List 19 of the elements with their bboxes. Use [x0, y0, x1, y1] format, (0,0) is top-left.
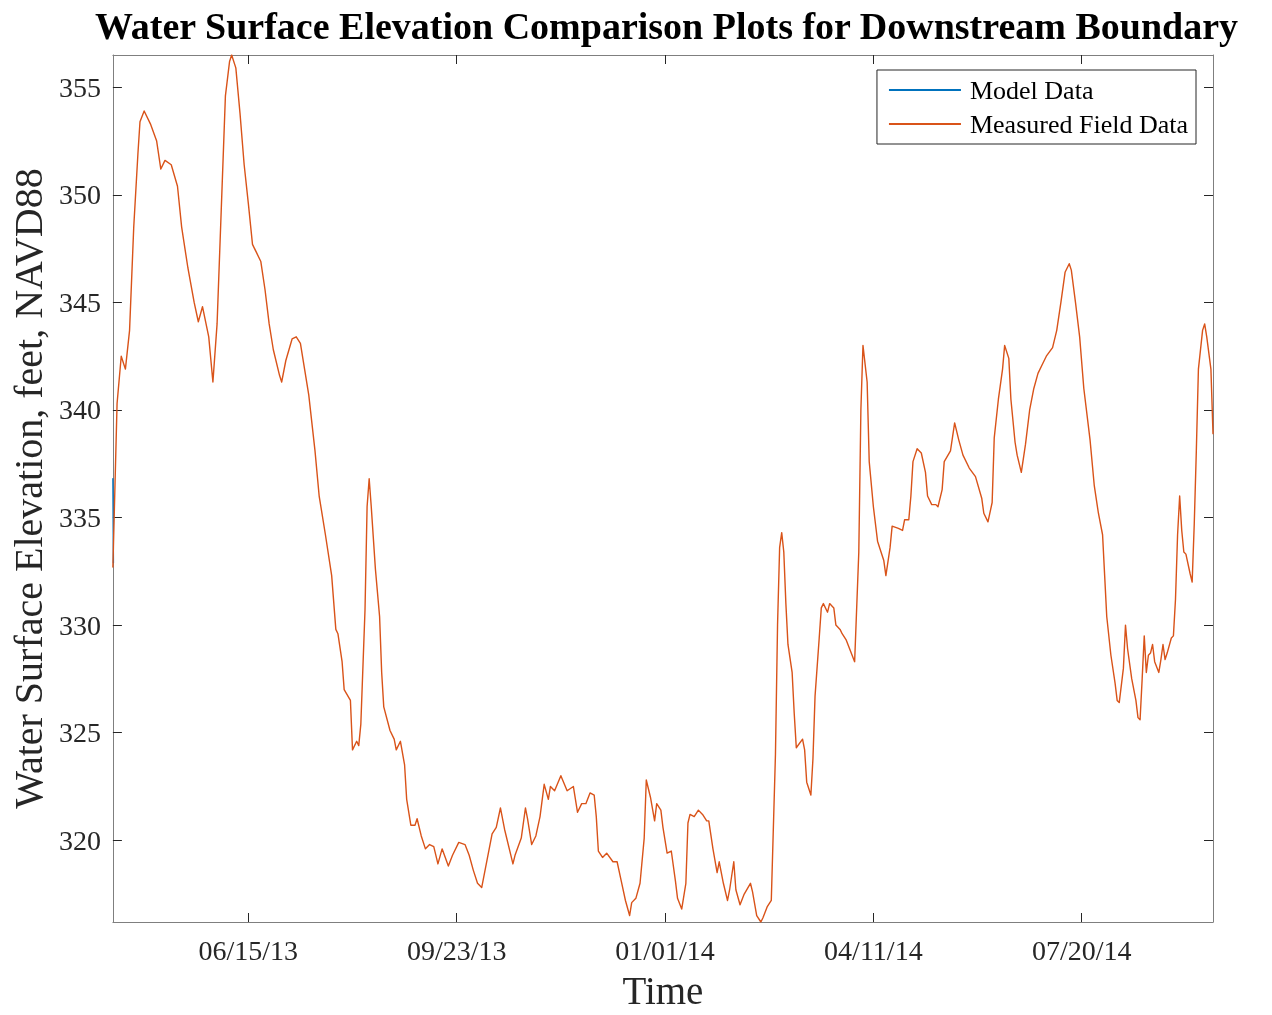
y-tick-label: 330 [58, 609, 101, 641]
x-tick-label: 06/15/13 [198, 934, 299, 966]
x-axis-title: Time [622, 969, 704, 1012]
y-tick-label: 350 [58, 179, 101, 211]
y-tick-label: 345 [58, 286, 101, 318]
legend-label: Measured Field Data [969, 109, 1189, 139]
y-tick-label: 340 [58, 394, 101, 426]
y-tick-label: 335 [58, 502, 101, 534]
x-tick-label: 07/20/14 [1031, 934, 1132, 966]
legend-label: Model Data [969, 75, 1094, 105]
y-tick-label: 325 [58, 717, 101, 749]
chart-title: Water Surface Elevation Comparison Plots for Downstream Boundary [94, 5, 1239, 47]
y-tick-label: 355 [58, 71, 101, 103]
x-tick-label: 04/11/14 [824, 934, 923, 966]
y-axis-title: Water Surface Elevation, feet, NAVD88 [5, 168, 51, 809]
y-tick-label: 320 [58, 824, 101, 856]
x-tick-label: 01/01/14 [615, 934, 715, 966]
x-tick-label: 09/23/13 [406, 934, 507, 966]
line-series [112, 54, 1214, 923]
